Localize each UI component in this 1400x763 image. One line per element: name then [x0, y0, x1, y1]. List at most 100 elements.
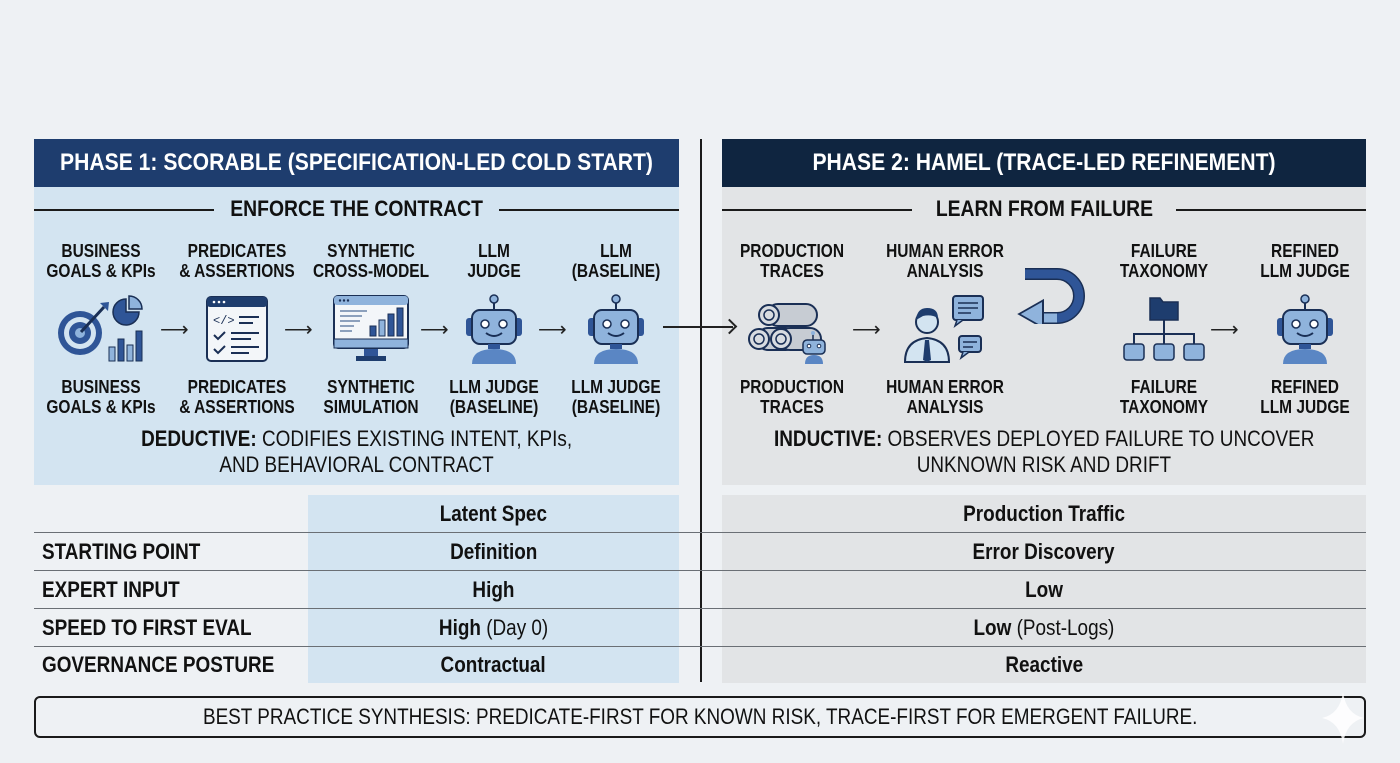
- column-header: Latent Spec: [439, 501, 548, 526]
- desc-line: UNKNOWN RISK AND DRIFT: [916, 452, 1172, 477]
- arrow-right-icon: ⟶: [852, 319, 881, 341]
- step-label: FAILURE: [1130, 241, 1198, 261]
- phase-connector-arrow-icon: [663, 326, 733, 328]
- step-label: ANALYSIS: [906, 397, 984, 417]
- step-label: LLM JUDGE: [449, 377, 539, 397]
- phase2-steps: PRODUCTION TRACES: [722, 241, 1366, 421]
- step-label: & ASSERTIONS: [179, 261, 295, 281]
- step-label: PREDICATES: [187, 241, 287, 261]
- step-label: TAXONOMY: [1119, 261, 1209, 281]
- step-label: (BASELINE): [571, 397, 661, 417]
- step-label: GOALS & KPIs: [46, 261, 156, 281]
- step-label: LLM: [478, 241, 510, 261]
- table-row: GOVERNANCE POSTURE Contractual Reactive: [34, 646, 1366, 684]
- row-header: SPEED TO FIRST EVAL: [42, 615, 252, 640]
- row-header: EXPERT INPUT: [42, 577, 180, 602]
- table-cell: Low: [1025, 577, 1063, 602]
- step-label: PRODUCTION: [739, 241, 845, 261]
- table-cell: Error Discovery: [973, 539, 1115, 564]
- table-cell: High (Day 0): [438, 615, 549, 640]
- phase1-panel: PHASE 1: SCORABLE (SPECIFICATION-LED COL…: [34, 139, 679, 485]
- step-refined-llm-judge: REFINED LLM JUDGE REFINED LLM JUDGE: [1235, 241, 1375, 417]
- step-label: JUDGE: [467, 261, 521, 281]
- table-row: EXPERT INPUT High Low: [34, 571, 1366, 609]
- robot-icon: [1235, 289, 1375, 369]
- desc-line: OBSERVES DEPLOYED FAILURE TO UNCOVER: [882, 426, 1315, 451]
- step-label: REFINED: [1271, 241, 1339, 261]
- phase-divider: [700, 139, 702, 682]
- step-business-goals: BUSINESS GOALS & KPIs BU: [31, 241, 171, 417]
- phase2-panel: PHASE 2: HAMEL (TRACE-LED REFINEMENT) LE…: [722, 139, 1366, 485]
- step-label: FAILURE: [1130, 377, 1198, 397]
- step-label: (BASELINE): [449, 397, 539, 417]
- synthesis-text: BEST PRACTICE SYNTHESIS: PREDICATE-FIRST…: [202, 704, 1198, 729]
- step-label: BUSINESS: [61, 377, 141, 397]
- step-label: LLM JUDGE: [1260, 397, 1350, 417]
- phase2-header: PHASE 2: HAMEL (TRACE-LED REFINEMENT): [812, 149, 1276, 176]
- phase1-description: DEDUCTIVE: CODIFIES EXISTING INTENT, KPI…: [34, 426, 679, 478]
- step-failure-taxonomy: FAILURE TAXONOMY FAILURE TAXONOMY: [1094, 241, 1234, 417]
- phase2-subheader: LEARN FROM FAILURE: [722, 187, 1366, 231]
- table-row: SPEED TO FIRST EVAL High (Day 0) Low (Po…: [34, 609, 1366, 647]
- monitor-chart-icon: [301, 289, 441, 369]
- table-header-row: Latent Spec Production Traffic: [34, 495, 1366, 533]
- svg-text:</>: </>: [213, 314, 235, 328]
- step-label: BUSINESS: [61, 241, 141, 261]
- desc-line: AND BEHAVIORAL CONTRACT: [219, 452, 494, 477]
- phase2-description: INDUCTIVE: OBSERVES DEPLOYED FAILURE TO …: [722, 426, 1366, 478]
- sparkle-icon: [1322, 692, 1364, 744]
- table-cell: Definition: [449, 539, 538, 564]
- step-label: LLM: [600, 241, 632, 261]
- logs-robot-icon: [722, 289, 862, 369]
- phase1-steps: BUSINESS GOALS & KPIs BU: [34, 241, 679, 421]
- desc-bold: INDUCTIVE:: [773, 426, 883, 451]
- step-label: PREDICATES: [187, 377, 287, 397]
- phase1-subheader-title: ENFORCE THE CONTRACT: [230, 196, 483, 221]
- step-label: PRODUCTION: [739, 377, 845, 397]
- best-practice-synthesis-box: BEST PRACTICE SYNTHESIS: PREDICATE-FIRST…: [34, 696, 1366, 738]
- step-label: ANALYSIS: [906, 261, 984, 281]
- phase1-subheader: ENFORCE THE CONTRACT: [34, 187, 679, 231]
- step-label: (BASELINE): [571, 261, 661, 281]
- step-label: TRACES: [760, 397, 824, 417]
- step-label: LLM JUDGE: [1260, 261, 1350, 281]
- step-human-error-analysis: HUMAN ERROR ANALYSIS: [875, 241, 1015, 417]
- robot-icon: [424, 289, 564, 369]
- step-label: TAXONOMY: [1119, 397, 1209, 417]
- code-checklist-icon: </>: [167, 289, 307, 369]
- folder-tree-icon: [1094, 289, 1234, 369]
- step-production-traces: PRODUCTION TRACES: [722, 241, 862, 417]
- step-label: SIMULATION: [323, 397, 419, 417]
- phase2-subheader-title: LEARN FROM FAILURE: [935, 196, 1153, 221]
- step-label: & ASSERTIONS: [179, 397, 295, 417]
- column-header: Production Traffic: [963, 501, 1125, 526]
- arrow-right-icon: ⟶: [420, 319, 449, 341]
- step-label: GOALS & KPIs: [46, 397, 156, 417]
- table-cell: Low (Post-Logs): [973, 615, 1115, 640]
- table-cell: High: [472, 577, 515, 602]
- row-header: STARTING POINT: [42, 539, 201, 564]
- arrow-right-icon: ⟶: [284, 319, 313, 341]
- step-synthetic: SYNTHETIC CROSS-MODEL: [301, 241, 441, 417]
- step-predicates: PREDICATES & ASSERTIONS </>: [167, 241, 307, 417]
- loop-arrow-icon: [986, 249, 1126, 329]
- step-label: SYNTHETIC: [327, 241, 415, 261]
- arrow-right-icon: ⟶: [538, 319, 567, 341]
- step-label: TRACES: [760, 261, 824, 281]
- step-label: CROSS-MODEL: [312, 261, 430, 281]
- desc-bold: DEDUCTIVE:: [140, 426, 257, 451]
- table-cell: Contractual: [440, 652, 547, 677]
- table-cell: Reactive: [1005, 652, 1083, 677]
- table-row: STARTING POINT Definition Error Discover…: [34, 533, 1366, 571]
- desc-line: CODIFIES EXISTING INTENT, KPIs,: [256, 426, 572, 451]
- arrow-right-icon: ⟶: [160, 319, 189, 341]
- step-loop: [986, 241, 1126, 337]
- target-chart-icon: [31, 289, 171, 369]
- step-label: HUMAN ERROR: [886, 377, 1004, 397]
- step-llm-judge: LLM JUDGE LLM JUDGE (BASELINE): [424, 241, 564, 417]
- step-llm-baseline: LLM (BASELINE) LLM JUDGE (BASELINE): [546, 241, 686, 417]
- step-label: LLM JUDGE: [571, 377, 661, 397]
- robot-icon: [546, 289, 686, 369]
- person-chat-icon: [875, 289, 1015, 369]
- phase1-header: PHASE 1: SCORABLE (SPECIFICATION-LED COL…: [60, 149, 653, 176]
